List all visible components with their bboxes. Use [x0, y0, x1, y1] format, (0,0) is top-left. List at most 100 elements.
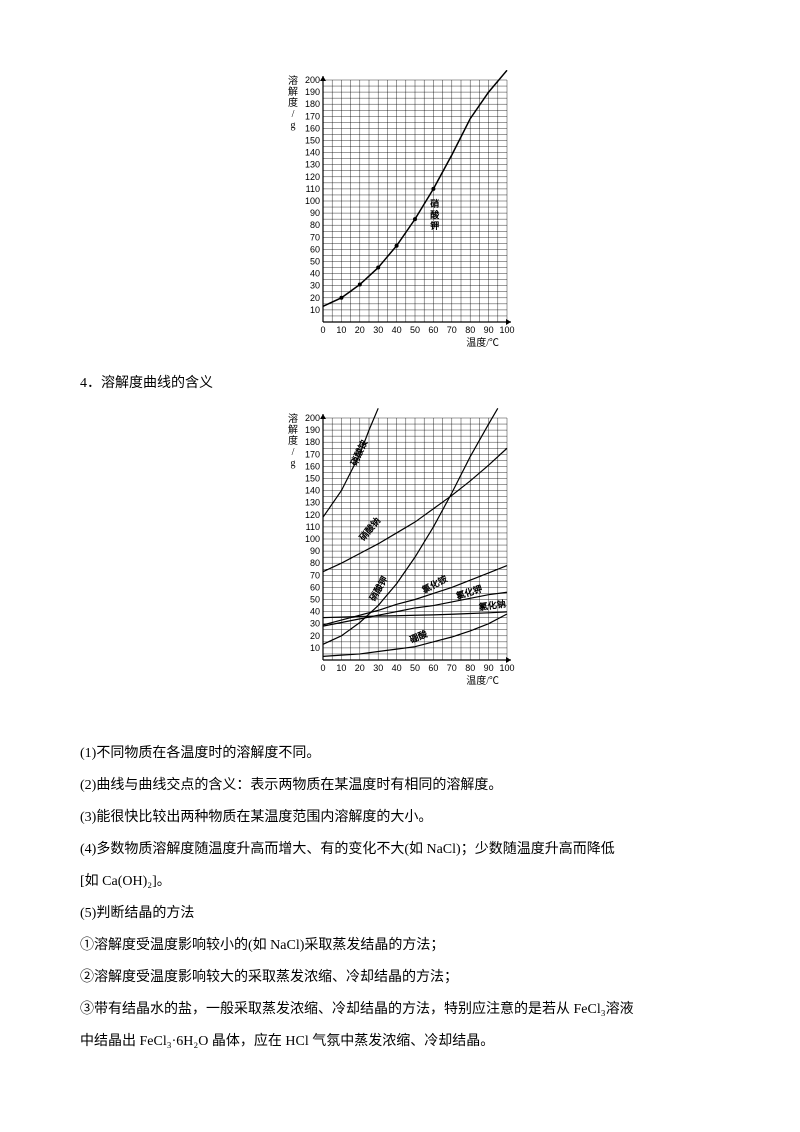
svg-text:40: 40: [310, 269, 320, 279]
svg-text:30: 30: [310, 281, 320, 291]
svg-text:10: 10: [310, 305, 320, 315]
content-paragraphs: (1)不同物质在各温度时的溶解度不同。 (2)曲线与曲线交点的含义：表示两物质在…: [80, 740, 720, 1056]
svg-text:80: 80: [465, 325, 475, 335]
svg-text:硝酸钾: 硝酸钾: [367, 574, 390, 603]
svg-text:10: 10: [310, 643, 320, 653]
para-2: (2)曲线与曲线交点的含义：表示两物质在某温度时有相同的溶解度。: [80, 772, 720, 800]
svg-text:20: 20: [310, 293, 320, 303]
svg-text:90: 90: [310, 208, 320, 218]
svg-text:200: 200: [305, 75, 320, 85]
chart-2-svg: 0102030405060708090100102030405060708090…: [285, 408, 515, 688]
svg-text:温度/℃: 温度/℃: [466, 674, 499, 687]
svg-text:20: 20: [355, 325, 365, 335]
svg-text:硝: 硝: [430, 198, 439, 209]
section-heading: 4．溶解度曲线的含义: [80, 370, 720, 398]
svg-text:180: 180: [305, 437, 320, 447]
svg-text:硼酸: 硼酸: [407, 628, 430, 646]
svg-text:30: 30: [373, 663, 383, 673]
para-5: [如 Ca(OH)₂]。: [80, 868, 720, 896]
chart-1-svg: 0102030405060708090100102030405060708090…: [285, 70, 515, 350]
svg-text:80: 80: [310, 220, 320, 230]
svg-text:g: g: [291, 458, 296, 469]
para-8: ②溶解度受温度影响较大的采取蒸发浓缩、冷却结晶的方法；: [80, 964, 720, 992]
svg-text:160: 160: [305, 461, 320, 471]
svg-text:度: 度: [288, 96, 298, 109]
svg-text:钾: 钾: [430, 220, 439, 231]
para-1: (1)不同物质在各温度时的溶解度不同。: [80, 740, 720, 768]
svg-text:140: 140: [305, 148, 320, 158]
svg-text:解: 解: [288, 423, 298, 436]
svg-text:50: 50: [310, 595, 320, 605]
svg-text:130: 130: [305, 160, 320, 170]
svg-text:190: 190: [305, 425, 320, 435]
svg-text:170: 170: [305, 111, 320, 121]
svg-text:170: 170: [305, 449, 320, 459]
svg-text:70: 70: [447, 325, 457, 335]
svg-text:解: 解: [288, 85, 298, 98]
svg-text:度: 度: [288, 434, 298, 447]
svg-text:120: 120: [305, 172, 320, 182]
svg-text:10: 10: [336, 325, 346, 335]
svg-text:50: 50: [410, 663, 420, 673]
svg-text:120: 120: [305, 510, 320, 520]
svg-text:100: 100: [305, 534, 320, 544]
svg-text:硝酸钠: 硝酸钠: [357, 515, 383, 543]
svg-text:氯化钠: 氯化钠: [478, 598, 506, 613]
svg-text:溶: 溶: [288, 412, 298, 425]
svg-text:160: 160: [305, 123, 320, 133]
svg-text:60: 60: [310, 244, 320, 254]
svg-text:/: /: [292, 447, 295, 458]
svg-text:200: 200: [305, 413, 320, 423]
solubility-chart-1: 0102030405060708090100102030405060708090…: [285, 70, 515, 350]
svg-text:40: 40: [392, 663, 402, 673]
svg-text:90: 90: [484, 663, 494, 673]
svg-text:温度/℃: 温度/℃: [466, 336, 499, 349]
svg-text:150: 150: [305, 136, 320, 146]
chart-2-container: 0102030405060708090100102030405060708090…: [80, 408, 720, 688]
svg-text:90: 90: [310, 546, 320, 556]
svg-text:0: 0: [320, 663, 325, 673]
svg-text:40: 40: [310, 607, 320, 617]
para-10: 中结晶出 FeCl₃·6H₂O 晶体，应在 HCl 气氛中蒸发浓缩、冷却结晶。: [80, 1028, 720, 1056]
svg-text:150: 150: [305, 474, 320, 484]
svg-text:30: 30: [373, 325, 383, 335]
svg-text:20: 20: [355, 663, 365, 673]
para-4: (4)多数物质溶解度随温度升高而增大、有的变化不大(如 NaCl)；少数随温度升…: [80, 836, 720, 864]
svg-text:溶: 溶: [288, 74, 298, 87]
svg-text:90: 90: [484, 325, 494, 335]
solubility-chart-2: 0102030405060708090100102030405060708090…: [285, 408, 515, 688]
svg-text:180: 180: [305, 99, 320, 109]
svg-text:50: 50: [410, 325, 420, 335]
svg-text:100: 100: [305, 196, 320, 206]
svg-text:100: 100: [499, 663, 514, 673]
svg-text:60: 60: [428, 325, 438, 335]
svg-text:0: 0: [320, 325, 325, 335]
chart-1-container: 0102030405060708090100102030405060708090…: [80, 70, 720, 350]
para-7: ①溶解度受温度影响较小的(如 NaCl)采取蒸发结晶的方法；: [80, 932, 720, 960]
svg-text:50: 50: [310, 257, 320, 267]
svg-text:70: 70: [447, 663, 457, 673]
svg-text:20: 20: [310, 631, 320, 641]
svg-text:80: 80: [310, 558, 320, 568]
svg-text:60: 60: [310, 582, 320, 592]
svg-text:10: 10: [336, 663, 346, 673]
svg-text:130: 130: [305, 498, 320, 508]
svg-text:80: 80: [465, 663, 475, 673]
svg-text:g: g: [291, 120, 296, 131]
svg-text:140: 140: [305, 486, 320, 496]
svg-text:/: /: [292, 109, 295, 120]
svg-text:硝酸铵: 硝酸铵: [348, 438, 369, 467]
svg-text:酸: 酸: [430, 209, 440, 220]
para-9: ③带有结晶水的盐，一般采取蒸发浓缩、冷却结晶的方法，特别应注意的是若从 FeCl…: [80, 996, 720, 1024]
svg-text:30: 30: [310, 619, 320, 629]
svg-text:110: 110: [306, 184, 320, 194]
para-6: (5)判断结晶的方法: [80, 900, 720, 928]
svg-text:60: 60: [428, 663, 438, 673]
svg-text:70: 70: [310, 570, 320, 580]
svg-text:70: 70: [310, 232, 320, 242]
svg-text:100: 100: [499, 325, 514, 335]
svg-text:190: 190: [305, 87, 320, 97]
svg-text:110: 110: [306, 522, 320, 532]
para-3: (3)能很快比较出两种物质在某温度范围内溶解度的大小。: [80, 804, 720, 832]
svg-text:40: 40: [392, 325, 402, 335]
